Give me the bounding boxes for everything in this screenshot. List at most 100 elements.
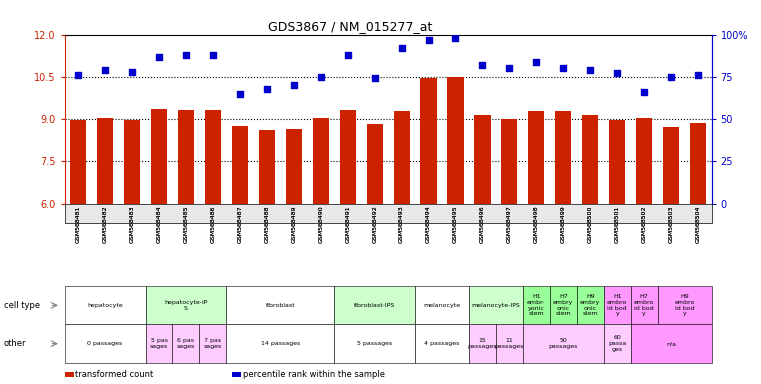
Text: GSM568499: GSM568499 [561, 205, 565, 243]
Point [234, 91, 246, 97]
Point [342, 52, 354, 58]
Bar [447, 77, 463, 204]
Text: percentile rank within the sample: percentile rank within the sample [243, 370, 385, 379]
Text: GSM568488: GSM568488 [264, 205, 269, 243]
Bar [690, 123, 706, 204]
Text: GSM568503: GSM568503 [669, 205, 673, 243]
Bar [232, 126, 248, 204]
Text: GSM568485: GSM568485 [183, 205, 189, 243]
Text: other: other [4, 339, 27, 348]
Text: GSM568502: GSM568502 [642, 205, 647, 243]
Text: GSM568490: GSM568490 [318, 205, 323, 243]
Text: GSM568500: GSM568500 [587, 205, 593, 243]
Text: GDS3867 / NM_015277_at: GDS3867 / NM_015277_at [268, 20, 432, 33]
Text: 14 passages: 14 passages [261, 341, 300, 346]
Bar [178, 110, 194, 204]
Text: melanocyte-IPS: melanocyte-IPS [472, 303, 521, 308]
Bar [474, 115, 491, 204]
Point [261, 86, 273, 92]
Bar [285, 129, 302, 204]
Point [180, 52, 192, 58]
Text: GSM568492: GSM568492 [372, 205, 377, 243]
Text: melanocyte: melanocyte [423, 303, 460, 308]
Text: n/a: n/a [666, 341, 676, 346]
Text: H7
embry
onic
stem: H7 embry onic stem [553, 294, 574, 316]
Point [557, 65, 569, 71]
Text: GSM568485: GSM568485 [183, 205, 189, 243]
Text: transformed count: transformed count [75, 370, 154, 379]
Text: GSM568497: GSM568497 [507, 205, 512, 243]
Text: 11
passages: 11 passages [495, 338, 524, 349]
Text: GSM568484: GSM568484 [157, 205, 161, 243]
Point [530, 58, 543, 65]
Point [584, 67, 597, 73]
Text: GSM568489: GSM568489 [291, 205, 296, 243]
Point [450, 35, 462, 41]
Text: 7 pas
sages: 7 pas sages [204, 338, 222, 349]
Point [368, 75, 380, 81]
Text: GSM568484: GSM568484 [157, 205, 161, 243]
Text: GSM568502: GSM568502 [642, 205, 647, 243]
Bar [663, 127, 679, 204]
Text: GSM568493: GSM568493 [399, 205, 404, 243]
Text: GSM568498: GSM568498 [534, 205, 539, 243]
Point [288, 82, 300, 88]
Point [503, 65, 515, 71]
Text: H1
embro
id bod
y: H1 embro id bod y [607, 294, 627, 316]
Text: GSM568486: GSM568486 [211, 205, 215, 243]
Text: GSM568488: GSM568488 [264, 205, 269, 243]
Point [638, 89, 650, 95]
Text: GSM568504: GSM568504 [696, 205, 701, 243]
Point [422, 36, 435, 43]
Text: H7
embro
id bod
y: H7 embro id bod y [634, 294, 654, 316]
Point [314, 74, 326, 80]
Text: GSM568495: GSM568495 [453, 205, 458, 243]
Point [396, 45, 408, 51]
Point [99, 67, 111, 73]
Bar [421, 78, 437, 204]
Bar [313, 119, 329, 204]
Text: GSM568493: GSM568493 [399, 205, 404, 243]
Text: 60
passa
ges: 60 passa ges [608, 335, 626, 352]
Text: 4 passages: 4 passages [425, 341, 460, 346]
Text: GSM568504: GSM568504 [696, 205, 701, 243]
Text: GSM568486: GSM568486 [211, 205, 215, 243]
Text: GSM568496: GSM568496 [480, 205, 485, 243]
Point [692, 72, 704, 78]
Point [207, 52, 219, 58]
Text: GSM568491: GSM568491 [345, 205, 350, 243]
Text: 5 passages: 5 passages [357, 341, 392, 346]
Bar [205, 110, 221, 204]
Text: fibroblast: fibroblast [266, 303, 295, 308]
Text: H9
embry
onic
stem: H9 embry onic stem [580, 294, 600, 316]
Text: GSM568500: GSM568500 [587, 205, 593, 243]
Text: 50
passages: 50 passages [549, 338, 578, 349]
Bar [393, 111, 409, 204]
Text: hepatocyte: hepatocyte [88, 303, 123, 308]
Text: GSM568501: GSM568501 [615, 205, 619, 243]
Bar [556, 111, 572, 204]
Point [153, 53, 165, 60]
Text: 0 passages: 0 passages [88, 341, 123, 346]
Text: 6 pas
sages: 6 pas sages [177, 338, 195, 349]
Text: GSM568489: GSM568489 [291, 205, 296, 243]
Text: 15
passages: 15 passages [468, 338, 497, 349]
Text: GSM568482: GSM568482 [103, 205, 107, 243]
Text: H9
embro
id bod
y: H9 embro id bod y [674, 294, 695, 316]
Text: GSM568494: GSM568494 [426, 205, 431, 243]
Text: hepatocyte-iP
S: hepatocyte-iP S [164, 300, 208, 311]
Point [72, 72, 84, 78]
Text: GSM568496: GSM568496 [480, 205, 485, 243]
Text: GSM568497: GSM568497 [507, 205, 512, 243]
Text: GSM568492: GSM568492 [372, 205, 377, 243]
Text: GSM568483: GSM568483 [129, 205, 135, 243]
Bar [367, 124, 383, 204]
Text: GSM568501: GSM568501 [615, 205, 619, 243]
Point [611, 70, 623, 76]
Text: cell type: cell type [4, 301, 40, 310]
Text: GSM568483: GSM568483 [129, 205, 135, 243]
Text: GSM568482: GSM568482 [103, 205, 107, 243]
Text: GSM568498: GSM568498 [534, 205, 539, 243]
Text: 5 pas
sages: 5 pas sages [150, 338, 168, 349]
Text: H1
embr-
yonic
stem: H1 embr- yonic stem [527, 294, 546, 316]
